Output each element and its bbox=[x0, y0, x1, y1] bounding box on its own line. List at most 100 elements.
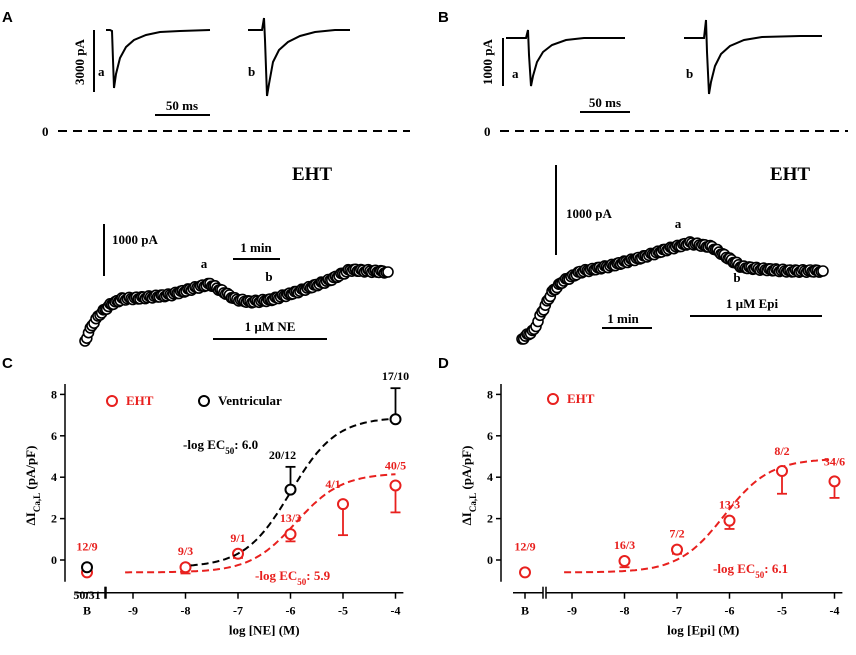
panel-d-y-tick-label: 0 bbox=[487, 553, 493, 567]
panel-c-letter: C bbox=[2, 355, 13, 372]
panel-d-y-tick-label: 2 bbox=[487, 512, 493, 526]
panel-d-data-point bbox=[828, 475, 841, 488]
panel-c-y-tick-label: 8 bbox=[51, 387, 57, 401]
panel-d-x-tick-label: -5 bbox=[777, 604, 787, 618]
panel-b-top-current-scale-label: 1000 pA bbox=[480, 38, 495, 84]
panel-c-ec50-annotation: -log EC50: 5.9 bbox=[255, 568, 331, 587]
panel-b: B 1000 pA a b 50 ms 0 EHT 1000 pA a b 1 … bbox=[438, 9, 848, 345]
panel-d-n-label: 7/2 bbox=[669, 527, 684, 541]
panel-c-data-point bbox=[284, 528, 297, 541]
panel-d-letter: D bbox=[438, 355, 449, 372]
panel-b-letter: B bbox=[438, 9, 449, 26]
panel-d-y-label: ΔICa,L (pA/pF) bbox=[459, 446, 478, 526]
panel-a-title: EHT bbox=[292, 164, 332, 185]
panel-a-top-current-scale-label: 3000 pA bbox=[72, 38, 87, 84]
panel-d-y-tick-label: 8 bbox=[487, 387, 493, 401]
panel-d: D 0 2 4 6 8 ΔICa,L (pA/pF) B -9 -8 -7 -6 -5 -4 log [E… bbox=[438, 355, 845, 638]
panel-a-drug-label: 1 µM NE bbox=[245, 319, 296, 334]
panel-c: C 0 2 4 6 8 ΔICa,L (pA/pF) B -9 -8 -7 -6 -5 -4 log [N… bbox=[2, 355, 409, 638]
panel-c-x-tick-label: -4 bbox=[391, 604, 401, 618]
panel-b-bottom-current-scale-label: 1000 pA bbox=[566, 206, 612, 221]
panel-c-y-label: ΔICa,L (pA/pF) bbox=[23, 446, 42, 526]
panel-a-point-a-label: a bbox=[201, 256, 208, 271]
panel-a-bottom-current-scale-label: 1000 pA bbox=[112, 232, 158, 247]
panel-d-n-label: 34/6 bbox=[824, 454, 845, 468]
panel-c-x-tick-label: B bbox=[83, 604, 91, 618]
panel-c-ec50-annotation: -log EC50: 6.0 bbox=[183, 437, 258, 456]
panel-d-x-label: log [Epi] (M) bbox=[667, 623, 739, 638]
panel-c-n-label: 17/10 bbox=[382, 369, 409, 383]
panel-c-baseline-point bbox=[81, 561, 93, 574]
panel-c-n-label: 9/1 bbox=[230, 531, 245, 545]
panel-d-chart: 0 2 4 6 8 ΔICa,L (pA/pF) B -9 -8 -7 -6 -5 -4 log [Epi… bbox=[459, 384, 845, 638]
panel-c-x-tick-label: -7 bbox=[233, 604, 243, 618]
panel-c-y-tick-label: 2 bbox=[51, 512, 57, 526]
panel-d-baseline-point bbox=[519, 566, 531, 579]
panel-b-current-trace-b bbox=[684, 19, 822, 95]
panel-c-data-point bbox=[389, 413, 402, 426]
panel-d-n-label: 8/2 bbox=[774, 444, 789, 458]
panel-c-x-label: log [NE] (M) bbox=[229, 623, 300, 638]
panel-b-top-time-scale-label: 50 ms bbox=[589, 95, 621, 110]
panel-a-letter: A bbox=[2, 9, 13, 26]
panel-c-baseline-n-label: 12/9 bbox=[76, 539, 97, 553]
panel-c-data-point bbox=[337, 498, 349, 511]
panel-d-x-tick-label: -4 bbox=[830, 604, 840, 618]
panel-c-x-tick-label: -5 bbox=[338, 604, 348, 618]
panel-d-fit-curve-eht bbox=[564, 458, 835, 574]
panel-b-timecourse-point bbox=[817, 265, 829, 277]
panel-a: A 3000 pA a b 50 ms 0 EHT 1000 pA 1 min … bbox=[2, 9, 410, 347]
panel-c-n-label: 13/3 bbox=[280, 511, 301, 525]
panel-c-n-label: 9/3 bbox=[178, 544, 193, 558]
panel-b-top-label-b: b bbox=[686, 66, 693, 81]
panel-c-baseline-n-label: 50/31 bbox=[73, 588, 100, 602]
panel-c-y-tick-label: 0 bbox=[51, 553, 57, 567]
panel-c-legend-label: EHT bbox=[126, 393, 154, 408]
panel-d-x-tick-label: -6 bbox=[725, 604, 735, 618]
panel-c-x-tick-label: -6 bbox=[286, 604, 296, 618]
panel-c-n-label: 4/1 bbox=[325, 477, 340, 491]
panel-b-drug-label: 1 µM Epi bbox=[726, 296, 779, 311]
panel-a-top-label-a: a bbox=[98, 64, 105, 79]
panel-c-legend-label: Ventricular bbox=[218, 393, 282, 408]
panel-c-x-tick-label: -8 bbox=[181, 604, 191, 618]
panel-b-point-b-label: b bbox=[733, 270, 740, 285]
panel-c-x-tick-label: -9 bbox=[128, 604, 138, 618]
panel-b-timecourse bbox=[516, 236, 829, 345]
panel-b-point-a-label: a bbox=[675, 216, 682, 231]
panel-b-bottom-time-scale-label: 1 min bbox=[607, 311, 639, 326]
panel-a-top-label-b: b bbox=[248, 64, 255, 79]
panel-b-title: EHT bbox=[770, 164, 810, 185]
panel-c-data-point bbox=[179, 561, 192, 574]
panel-d-y-tick-label: 4 bbox=[487, 470, 493, 484]
panel-a-timecourse-point bbox=[382, 266, 394, 278]
panel-d-data-point bbox=[618, 555, 631, 568]
panel-b-current-trace-a bbox=[506, 29, 625, 87]
panel-c-fit-curve-eht bbox=[125, 473, 396, 574]
panel-d-data-point bbox=[671, 543, 683, 556]
panel-d-n-label: 16/3 bbox=[614, 538, 635, 552]
panel-d-x-tick-label: B bbox=[521, 604, 529, 618]
panel-a-bottom-time-scale-label: 1 min bbox=[240, 240, 272, 255]
panel-d-legend-marker bbox=[547, 393, 559, 405]
panel-a-timecourse bbox=[79, 263, 394, 347]
panel-d-ec50-annotation: -log EC50: 6.1 bbox=[713, 561, 788, 580]
panel-d-n-label: 13/3 bbox=[719, 498, 740, 512]
panel-c-data-point bbox=[389, 479, 402, 492]
panel-b-zero-label: 0 bbox=[484, 124, 491, 139]
panel-c-y-tick-label: 4 bbox=[51, 470, 57, 484]
panel-d-baseline-n-label: 12/9 bbox=[514, 539, 535, 553]
panel-c-data-point bbox=[284, 483, 297, 496]
panel-d-data-point bbox=[723, 514, 736, 527]
panel-d-x-tick-label: -9 bbox=[567, 604, 577, 618]
panel-d-data-point bbox=[776, 464, 788, 477]
panel-c-legend-marker bbox=[106, 395, 118, 407]
panel-a-zero-label: 0 bbox=[42, 124, 49, 139]
panel-c-legend-marker bbox=[198, 395, 210, 407]
panel-a-current-trace-b bbox=[248, 17, 350, 97]
panel-a-current-trace-a bbox=[106, 29, 211, 89]
panel-a-top-time-scale-label: 50 ms bbox=[166, 98, 198, 113]
panel-d-x-tick-label: -8 bbox=[620, 604, 630, 618]
panel-d-x-tick-label: -7 bbox=[672, 604, 682, 618]
